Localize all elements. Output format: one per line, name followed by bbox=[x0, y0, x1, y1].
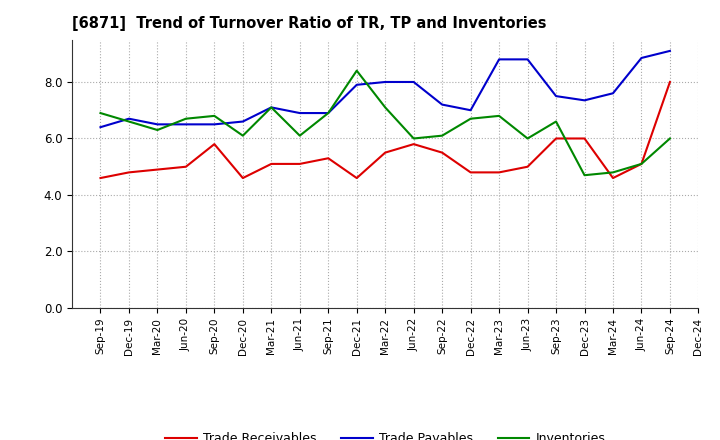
Line: Inventories: Inventories bbox=[101, 71, 670, 175]
Trade Payables bbox=[580, 98, 589, 103]
Trade Payables bbox=[267, 105, 276, 110]
Trade Receivables bbox=[637, 161, 646, 167]
Trade Receivables bbox=[295, 161, 304, 167]
Trade Receivables bbox=[238, 176, 247, 181]
Trade Payables bbox=[238, 119, 247, 124]
Trade Payables bbox=[96, 125, 105, 130]
Trade Payables bbox=[324, 110, 333, 116]
Trade Receivables bbox=[210, 142, 219, 147]
Inventories bbox=[96, 110, 105, 116]
Trade Payables bbox=[381, 79, 390, 84]
Trade Receivables bbox=[381, 150, 390, 155]
Legend: Trade Receivables, Trade Payables, Inventories: Trade Receivables, Trade Payables, Inven… bbox=[161, 427, 610, 440]
Trade Receivables bbox=[352, 176, 361, 181]
Trade Payables bbox=[352, 82, 361, 88]
Inventories bbox=[467, 116, 475, 121]
Inventories bbox=[608, 170, 617, 175]
Inventories bbox=[523, 136, 532, 141]
Inventories bbox=[410, 136, 418, 141]
Trade Payables bbox=[495, 57, 503, 62]
Inventories bbox=[580, 172, 589, 178]
Trade Receivables bbox=[324, 156, 333, 161]
Trade Payables bbox=[637, 55, 646, 61]
Trade Payables bbox=[125, 116, 133, 121]
Trade Payables bbox=[552, 93, 560, 99]
Trade Payables bbox=[295, 110, 304, 116]
Inventories bbox=[125, 119, 133, 124]
Inventories bbox=[267, 105, 276, 110]
Trade Receivables bbox=[608, 176, 617, 181]
Inventories bbox=[238, 133, 247, 138]
Trade Receivables bbox=[181, 164, 190, 169]
Trade Payables bbox=[608, 91, 617, 96]
Line: Trade Payables: Trade Payables bbox=[101, 51, 670, 127]
Inventories bbox=[324, 110, 333, 116]
Inventories bbox=[181, 116, 190, 121]
Trade Receivables bbox=[665, 79, 674, 84]
Text: [6871]  Trend of Turnover Ratio of TR, TP and Inventories: [6871] Trend of Turnover Ratio of TR, TP… bbox=[72, 16, 546, 32]
Trade Payables bbox=[210, 122, 219, 127]
Inventories bbox=[637, 161, 646, 167]
Inventories bbox=[665, 136, 674, 141]
Trade Receivables bbox=[153, 167, 162, 172]
Trade Receivables bbox=[467, 170, 475, 175]
Trade Receivables bbox=[438, 150, 446, 155]
Inventories bbox=[381, 105, 390, 110]
Trade Payables bbox=[665, 48, 674, 54]
Inventories bbox=[153, 127, 162, 132]
Trade Payables bbox=[523, 57, 532, 62]
Inventories bbox=[438, 133, 446, 138]
Trade Receivables bbox=[552, 136, 560, 141]
Trade Payables bbox=[181, 122, 190, 127]
Inventories bbox=[552, 119, 560, 124]
Inventories bbox=[352, 68, 361, 73]
Trade Payables bbox=[153, 122, 162, 127]
Inventories bbox=[495, 113, 503, 118]
Trade Receivables bbox=[495, 170, 503, 175]
Trade Receivables bbox=[410, 142, 418, 147]
Inventories bbox=[210, 113, 219, 118]
Trade Payables bbox=[438, 102, 446, 107]
Trade Payables bbox=[467, 108, 475, 113]
Line: Trade Receivables: Trade Receivables bbox=[101, 82, 670, 178]
Trade Payables bbox=[410, 79, 418, 84]
Trade Receivables bbox=[125, 170, 133, 175]
Trade Receivables bbox=[267, 161, 276, 167]
Trade Receivables bbox=[96, 176, 105, 181]
Inventories bbox=[295, 133, 304, 138]
Trade Receivables bbox=[523, 164, 532, 169]
Trade Receivables bbox=[580, 136, 589, 141]
